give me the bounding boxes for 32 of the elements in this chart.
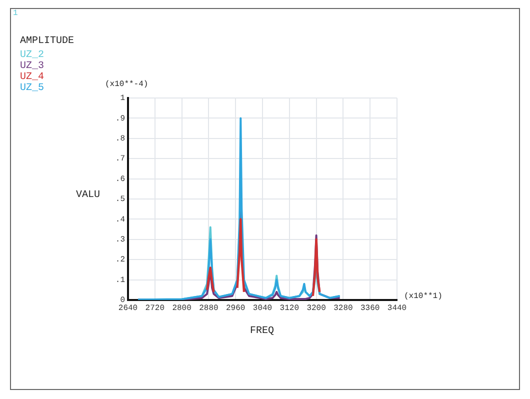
text: (x10**1) <box>404 292 442 301</box>
text: UZ_2 <box>20 50 46 61</box>
x-tick-label: 3040 <box>252 304 272 313</box>
y-axis-title: VALU <box>76 190 100 201</box>
y-tick-label: 1 <box>120 94 126 104</box>
text: UZ_5 <box>20 83 46 94</box>
x-tick-label: 2800 <box>172 304 192 313</box>
legend-title: AMPLITUDE <box>20 36 74 47</box>
text: UZ_4 <box>20 72 46 83</box>
y-tick-label: .9 <box>115 114 126 124</box>
x-tick-label: 2720 <box>145 304 165 313</box>
x-tick-label: 3120 <box>280 304 300 313</box>
y-tick-label: .3 <box>115 236 126 245</box>
text: 1 <box>13 9 18 18</box>
x-tick-label: 3200 <box>306 304 326 313</box>
y-tick-label: .5 <box>115 195 126 204</box>
x-tick-label: 3360 <box>360 304 380 313</box>
y-tick-label: .1 <box>115 276 126 285</box>
y-tick-label: .8 <box>115 134 126 144</box>
x-tick-label: 3280 <box>334 304 353 313</box>
text: UZ_3 <box>20 61 46 72</box>
x-tick-label: 3440 <box>387 304 407 313</box>
text: (x10**-4) <box>105 80 148 89</box>
x-tick-label: 2640 <box>118 304 138 313</box>
y-tick-label: .2 <box>115 256 126 265</box>
x-axis-title: FREQ <box>250 326 274 337</box>
y-tick-label: .6 <box>115 174 126 184</box>
y-tick-label: .7 <box>115 154 126 164</box>
x-tick-label: 2880 <box>199 304 218 313</box>
y-tick-label: 0 <box>120 296 126 306</box>
y-tick-label: .4 <box>115 215 126 224</box>
x-tick-label: 2960 <box>226 304 246 313</box>
